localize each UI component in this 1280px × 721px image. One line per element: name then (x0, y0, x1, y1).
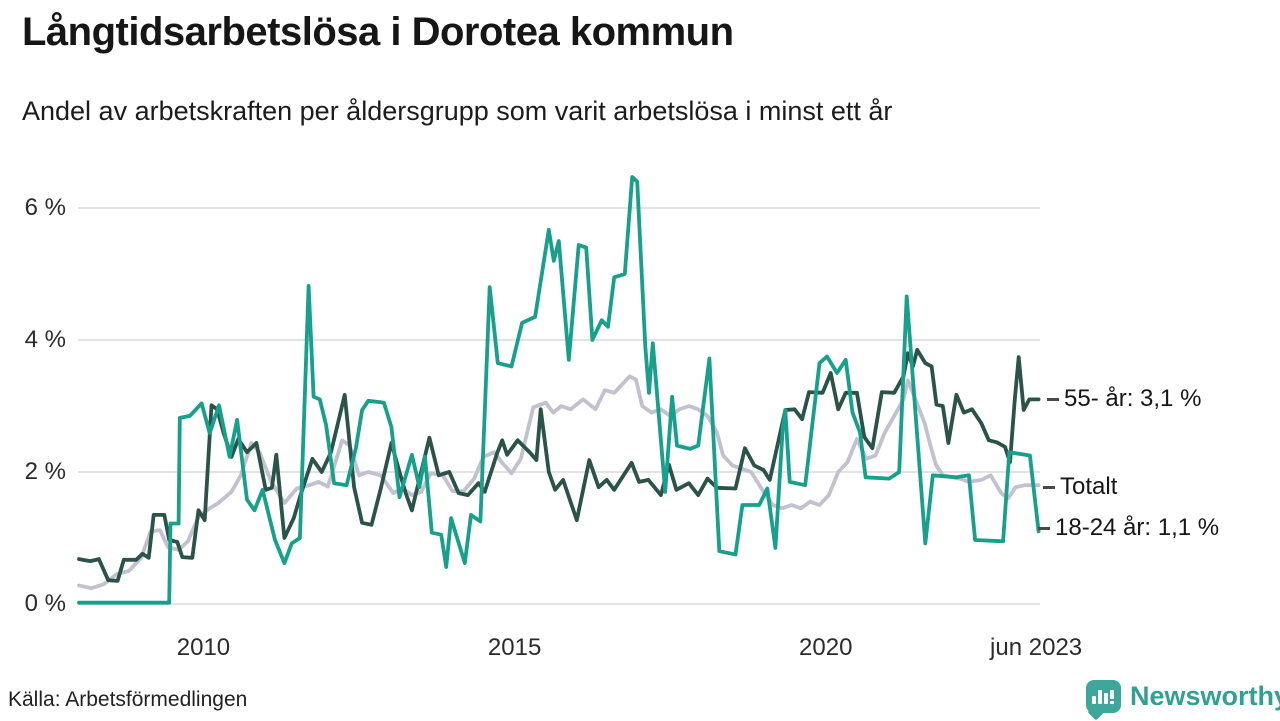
series-line-18-24-år (77, 175, 1041, 605)
series-end-label: 18-24 år: 1,1 % (1038, 513, 1219, 543)
y-tick-label: 6 % (24, 194, 66, 221)
annotation-tick (1047, 397, 1059, 401)
x-tick-label: 2015 (487, 634, 542, 661)
x-tick-label: 2010 (176, 634, 231, 661)
source-note: Källa: Arbetsförmedlingen (8, 688, 248, 711)
newsworthy-logo: Newsworthy (1086, 680, 1280, 721)
y-tick-label: 2 % (24, 458, 66, 485)
annotation-text: 55- år: 3,1 % (1064, 385, 1202, 413)
newsworthy-logo-text: Newsworthy (1130, 681, 1280, 711)
annotation-text: 18-24 år: 1,1 % (1055, 514, 1220, 542)
series-end-label: Totalt (1043, 472, 1117, 502)
annotation-tick (1038, 526, 1050, 530)
y-tick-label: 0 % (24, 590, 66, 617)
y-tick-label: 4 % (24, 326, 66, 353)
page-title: Långtidsarbetslösa i Dorotea kommun (22, 10, 734, 54)
x-tick-label: jun 2023 (990, 634, 1083, 661)
x-tick-label: 2020 (799, 634, 853, 661)
annotation-text: Totalt (1060, 473, 1118, 501)
series-line-55--år (77, 347, 1041, 583)
series-end-label: 55- år: 3,1 % (1047, 384, 1201, 414)
page-subtitle: Andel av arbetskraften per åldersgrupp s… (22, 96, 893, 126)
series-line-Totalt (77, 374, 1041, 591)
newsworthy-pin-barchart-icon (1086, 680, 1121, 721)
annotation-tick (1043, 485, 1055, 489)
